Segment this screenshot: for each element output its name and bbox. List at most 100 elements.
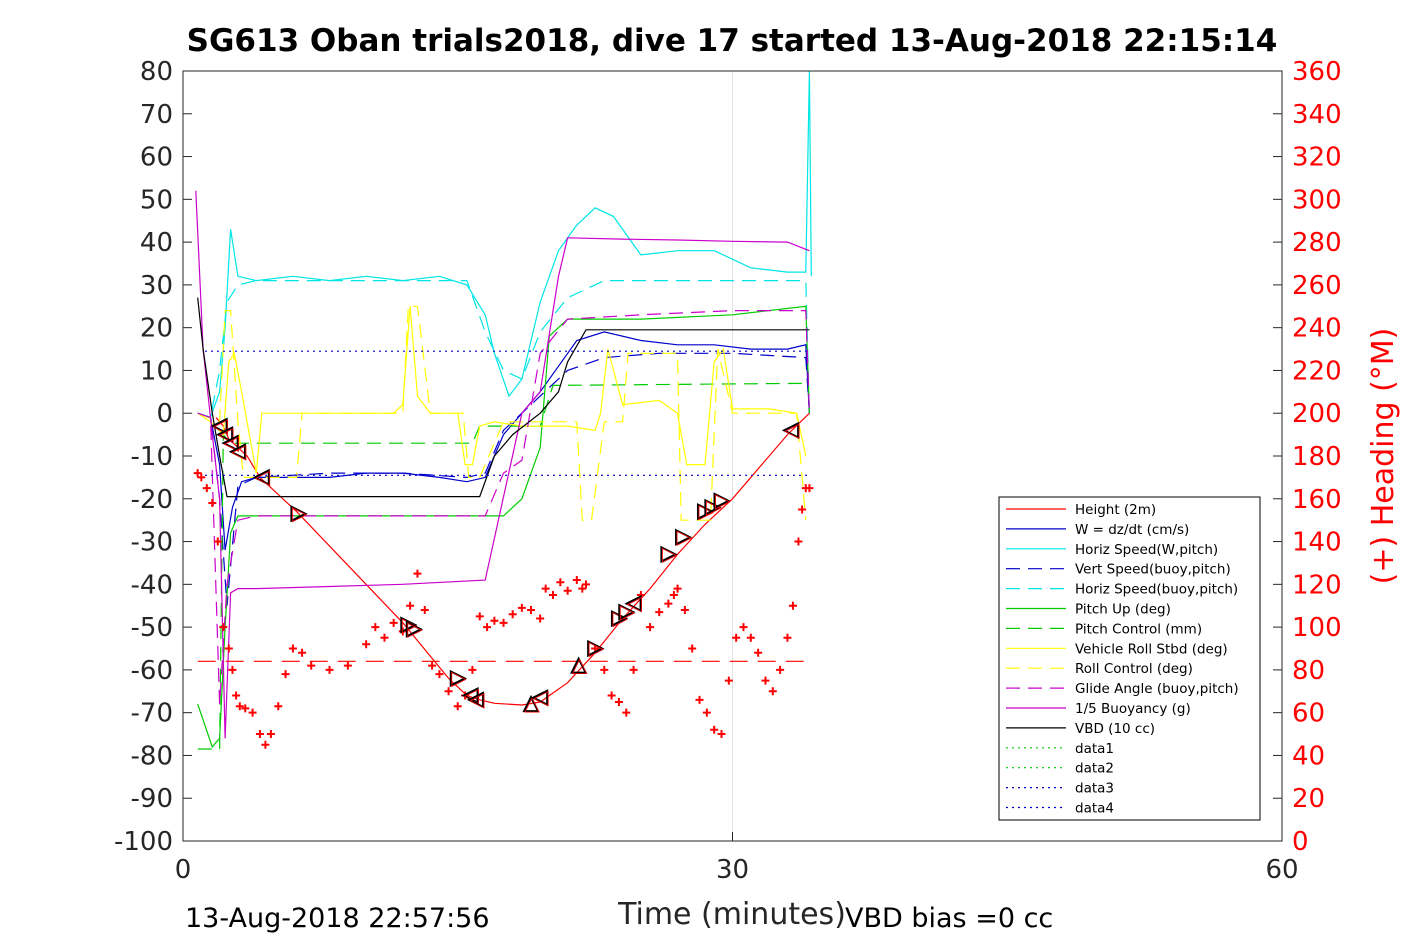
legend-box — [998, 496, 1261, 821]
series-line-3 — [197, 352, 810, 606]
heading-point — [556, 578, 565, 587]
y2-tick-label: 360 — [1292, 57, 1342, 87]
y-tick-label: -90 — [131, 784, 173, 814]
y-tick-label: -60 — [131, 656, 173, 686]
dive-marker — [405, 620, 424, 638]
left-axis: -100-90-80-70-60-50-40-30-20-10010203040… — [114, 57, 192, 857]
heading-point — [266, 730, 275, 739]
heading-point — [274, 702, 283, 711]
dive-marker-shadow — [218, 427, 234, 444]
y-tick-label: -10 — [131, 442, 173, 472]
heading-point — [695, 695, 704, 704]
dive-marker-shadow — [626, 596, 642, 613]
y2-tick-label: 220 — [1292, 356, 1342, 386]
series-line-11 — [197, 297, 810, 498]
y2-tick-label: 280 — [1292, 228, 1342, 258]
heading-point — [380, 633, 389, 642]
heading-point — [629, 665, 638, 674]
heading-point — [776, 665, 785, 674]
dive-marker — [522, 694, 540, 713]
legend-label: Vehicle Roll Stbd (deg) — [1075, 641, 1228, 657]
heading-point — [362, 640, 371, 649]
dive-marker — [675, 528, 693, 546]
heading-point — [717, 730, 726, 739]
heading-point — [548, 591, 557, 600]
y2-tick-label: 340 — [1292, 100, 1342, 130]
dive-marker-shadow — [291, 507, 308, 523]
y-tick-label: 30 — [140, 271, 173, 301]
legend-label: data1 — [1075, 741, 1114, 757]
dive-marker-shadow — [619, 605, 636, 621]
dive-marker-shadow — [231, 445, 247, 461]
series-line-2 — [197, 71, 812, 419]
legend-label: Pitch Control (mm) — [1075, 621, 1202, 637]
heading-point — [673, 584, 682, 593]
heading-point — [710, 725, 719, 734]
legend-label: Horiz Speed(buoy,pitch) — [1075, 582, 1238, 598]
y2-tick-label: 240 — [1292, 314, 1342, 344]
series-layer — [195, 71, 812, 750]
dive-marker — [587, 639, 605, 658]
legend-label: Pitch Up (deg) — [1075, 602, 1171, 618]
heading-point — [193, 469, 202, 478]
legend-label: data4 — [1075, 801, 1114, 817]
y-tick-label: 0 — [156, 399, 173, 429]
heading-point — [805, 484, 814, 493]
series-line-5 — [197, 305, 810, 749]
heading-point — [607, 691, 616, 700]
legend-label: data3 — [1075, 781, 1114, 797]
dive-marker — [660, 545, 678, 564]
dive-marker — [210, 417, 228, 435]
dive-marker — [466, 691, 485, 709]
y2-tick-label: 60 — [1292, 699, 1325, 729]
heading-point — [761, 676, 770, 685]
heading-point — [475, 612, 484, 621]
heading-point — [614, 697, 623, 706]
marker-layer — [210, 417, 800, 713]
y2-tick-label: 160 — [1292, 485, 1342, 515]
heading-point — [688, 644, 697, 653]
dive-marker-shadow — [212, 419, 229, 435]
y-tick-label: -70 — [131, 699, 173, 729]
heading-point — [788, 601, 797, 610]
heading-point — [754, 648, 763, 657]
dive-marker-shadow — [223, 436, 240, 452]
y2-tick-label: 300 — [1292, 185, 1342, 215]
y-tick-label: -40 — [131, 570, 173, 600]
legend-label: Height (2m) — [1075, 502, 1156, 518]
y2-tick-label: 260 — [1292, 271, 1342, 301]
heading-point — [343, 661, 352, 670]
y-tick-label: -100 — [114, 827, 173, 857]
heading-point — [508, 610, 517, 619]
heading-point — [541, 584, 550, 593]
series-line-9 — [197, 310, 810, 705]
heading-point — [298, 648, 307, 657]
heading-point — [202, 484, 211, 493]
y2-tick-label: 20 — [1292, 784, 1325, 814]
dive-marker — [618, 603, 636, 621]
dive-marker — [228, 443, 246, 461]
heading-point — [578, 584, 587, 593]
y-tick-label: 50 — [140, 185, 173, 215]
heading-point — [739, 623, 748, 632]
dive-marker — [624, 594, 642, 613]
y-tick-label: 40 — [140, 228, 173, 258]
dive-marker — [781, 421, 800, 439]
y2-tick-label: 320 — [1292, 143, 1342, 173]
right-axis: 0 20 40 60 80 100 120 140 160 180 200 220 240 260 280 3… — [1273, 57, 1342, 857]
heading-point — [527, 606, 536, 614]
heading-layer — [193, 469, 814, 749]
legend-label: 1/5 Buoyancy (g) — [1075, 701, 1191, 717]
heading-point — [224, 644, 233, 653]
dive-marker-shadow — [676, 530, 692, 546]
heading-point — [646, 623, 655, 632]
x-tick-label: 30 — [716, 855, 749, 885]
dive-marker-shadow — [407, 622, 423, 638]
legend-label: Glide Angle (buoy,pitch) — [1075, 681, 1239, 697]
right-axis-label: (+) Heading (°M) — [1366, 328, 1401, 585]
heading-point — [468, 665, 477, 674]
dive-marker — [221, 434, 239, 452]
y2-tick-label: 120 — [1292, 570, 1342, 600]
chart-title: SG613 Oban trials2018, dive 17 started 1… — [187, 23, 1278, 59]
dive-marker — [530, 689, 549, 707]
